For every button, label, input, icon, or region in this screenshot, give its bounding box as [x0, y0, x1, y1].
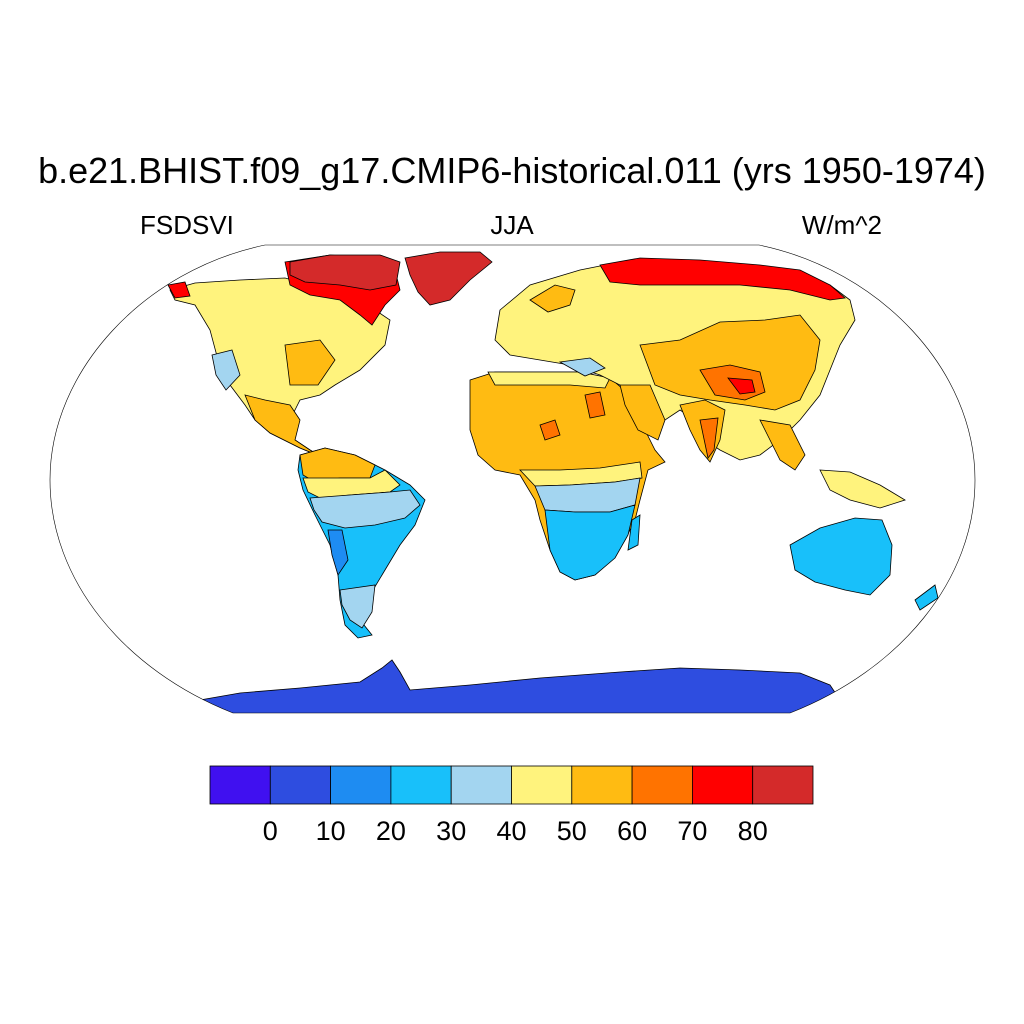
colorbar-swatch: [752, 765, 814, 805]
colorbar-tick-label: 20: [376, 816, 406, 846]
season-label: JJA: [490, 210, 534, 240]
siberia-red: [599, 257, 846, 301]
colorbar-tick-label: 30: [436, 816, 466, 846]
colorbar-tick-label: 60: [617, 816, 647, 846]
sa-patagonia: [339, 584, 376, 629]
se-asia: [759, 419, 806, 471]
sa-lightblue: [309, 489, 421, 529]
colorbar-swatch: [511, 765, 573, 805]
greenland: [404, 251, 493, 306]
india-hot: [699, 417, 719, 459]
colorbar-swatch: [571, 765, 633, 805]
plot-title: b.e21.BHIST.f09_g17.CMIP6-historical.011…: [38, 150, 986, 191]
madagascar: [627, 514, 641, 551]
australia: [789, 517, 893, 596]
tibet-core: [727, 377, 756, 395]
colorbar-swatch: [390, 765, 452, 805]
antarctica: [178, 659, 851, 713]
colorbar-tick-label: 50: [557, 816, 587, 846]
colorbar-swatch: [450, 765, 512, 805]
colorbar-tick-label: 80: [738, 816, 768, 846]
africa-south-blue: [544, 504, 636, 581]
units-label: W/m^2: [801, 210, 882, 240]
variable-label: FSDSVI: [140, 210, 234, 240]
colorbar-swatch: [631, 765, 693, 805]
sa-yellow-band: [302, 469, 401, 499]
mediterranean-blue: [558, 357, 606, 377]
africa-north-yellow: [487, 371, 611, 389]
colorbar-swatch: [209, 765, 271, 805]
arabia: [619, 384, 666, 441]
colorbar-tick-label: 0: [263, 816, 278, 846]
globe-outline: [49, 244, 976, 714]
colorbar-swatch: [692, 765, 754, 805]
colorbar-tick-label: 10: [316, 816, 346, 846]
sa-andes-blue: [327, 529, 349, 576]
canada-arctic: [289, 254, 401, 291]
na-west-blue: [211, 349, 241, 391]
sahara-hot2: [584, 391, 606, 419]
na-east-orange: [284, 339, 336, 386]
alaska-red: [167, 281, 191, 299]
sahara-hot1: [539, 419, 561, 441]
central-asia-orange: [639, 314, 821, 411]
colorbar-swatch: [330, 765, 392, 805]
colorbar-tick-label: 70: [677, 816, 707, 846]
na-south-orange: [244, 394, 323, 458]
maritime-se-asia: [819, 469, 906, 509]
colorbar-tick-label: 40: [496, 816, 526, 846]
scandinavia: [529, 284, 576, 313]
colorbar-swatch: [269, 765, 331, 805]
